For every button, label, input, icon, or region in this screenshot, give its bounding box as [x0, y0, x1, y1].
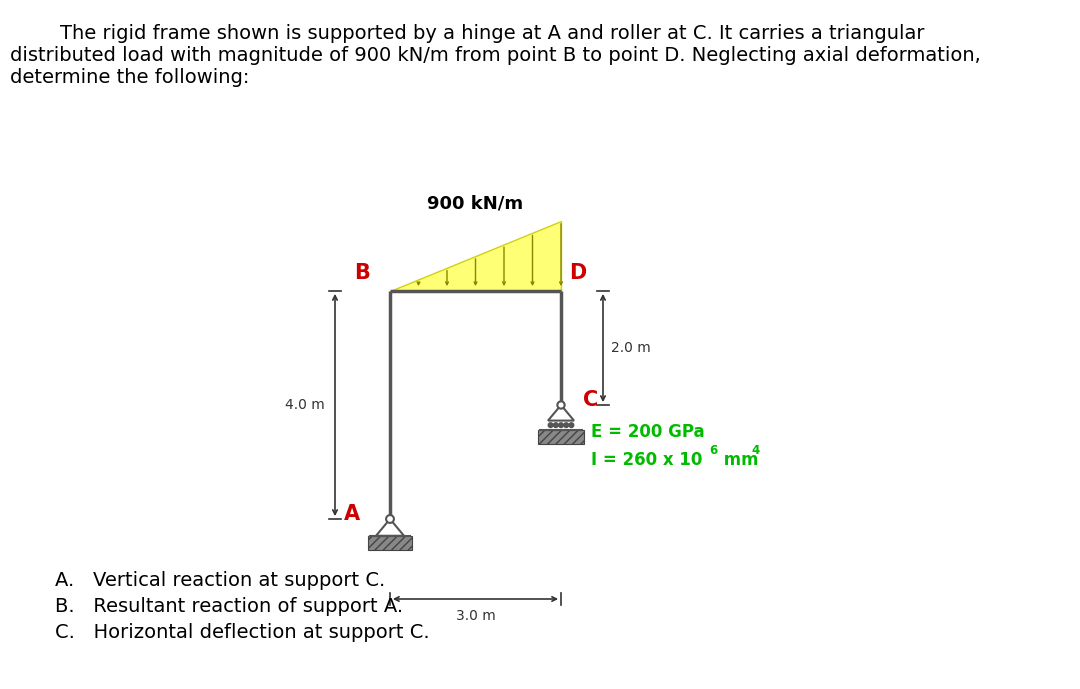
- Text: The rigid frame shown is supported by a hinge at A and roller at C. It carries a: The rigid frame shown is supported by a …: [60, 24, 924, 43]
- Text: A: A: [343, 504, 360, 524]
- Circle shape: [564, 423, 568, 427]
- Text: C: C: [583, 390, 598, 410]
- Text: 3.0 m: 3.0 m: [456, 609, 496, 623]
- Polygon shape: [390, 221, 561, 291]
- Circle shape: [557, 402, 565, 409]
- Text: 2.0 m: 2.0 m: [611, 341, 651, 355]
- Text: 4: 4: [751, 444, 759, 457]
- Bar: [538, 430, 584, 444]
- Circle shape: [549, 423, 553, 427]
- Text: 6: 6: [708, 444, 717, 457]
- Text: determine the following:: determine the following:: [10, 68, 249, 87]
- Text: B: B: [354, 263, 370, 283]
- Text: E = 200 GPa: E = 200 GPa: [591, 423, 704, 441]
- Text: 4.0 m: 4.0 m: [285, 398, 325, 412]
- Circle shape: [558, 423, 564, 427]
- Text: B.   Resultant reaction of support A.: B. Resultant reaction of support A.: [55, 597, 403, 616]
- Circle shape: [569, 423, 573, 427]
- Text: distributed load with magnitude of 900 kN/m from point B to point D. Neglecting : distributed load with magnitude of 900 k…: [10, 46, 981, 65]
- Polygon shape: [376, 519, 404, 536]
- Text: D: D: [569, 263, 586, 283]
- Text: mm: mm: [718, 451, 758, 469]
- Text: 900 kN/m: 900 kN/m: [428, 194, 524, 212]
- Text: C.   Horizontal deflection at support C.: C. Horizontal deflection at support C.: [55, 623, 430, 642]
- Bar: [367, 536, 413, 550]
- Circle shape: [386, 515, 394, 523]
- Text: A.   Vertical reaction at support C.: A. Vertical reaction at support C.: [55, 571, 386, 590]
- Circle shape: [553, 423, 558, 427]
- Text: I = 260 x 10: I = 260 x 10: [591, 451, 702, 469]
- Polygon shape: [548, 405, 573, 420]
